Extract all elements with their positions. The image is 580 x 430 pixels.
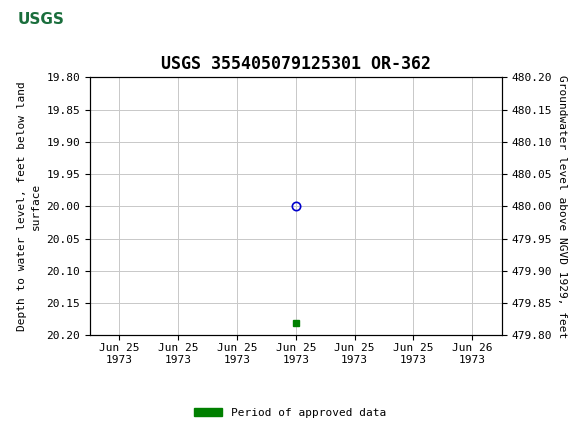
Y-axis label: Groundwater level above NGVD 1929, feet: Groundwater level above NGVD 1929, feet xyxy=(557,75,567,338)
Text: USGS: USGS xyxy=(17,12,64,27)
Y-axis label: Depth to water level, feet below land
surface: Depth to water level, feet below land su… xyxy=(17,82,41,331)
Title: USGS 355405079125301 OR-362: USGS 355405079125301 OR-362 xyxy=(161,55,431,73)
Bar xyxy=(3,3,78,36)
Legend: Period of approved data: Period of approved data xyxy=(190,403,390,422)
